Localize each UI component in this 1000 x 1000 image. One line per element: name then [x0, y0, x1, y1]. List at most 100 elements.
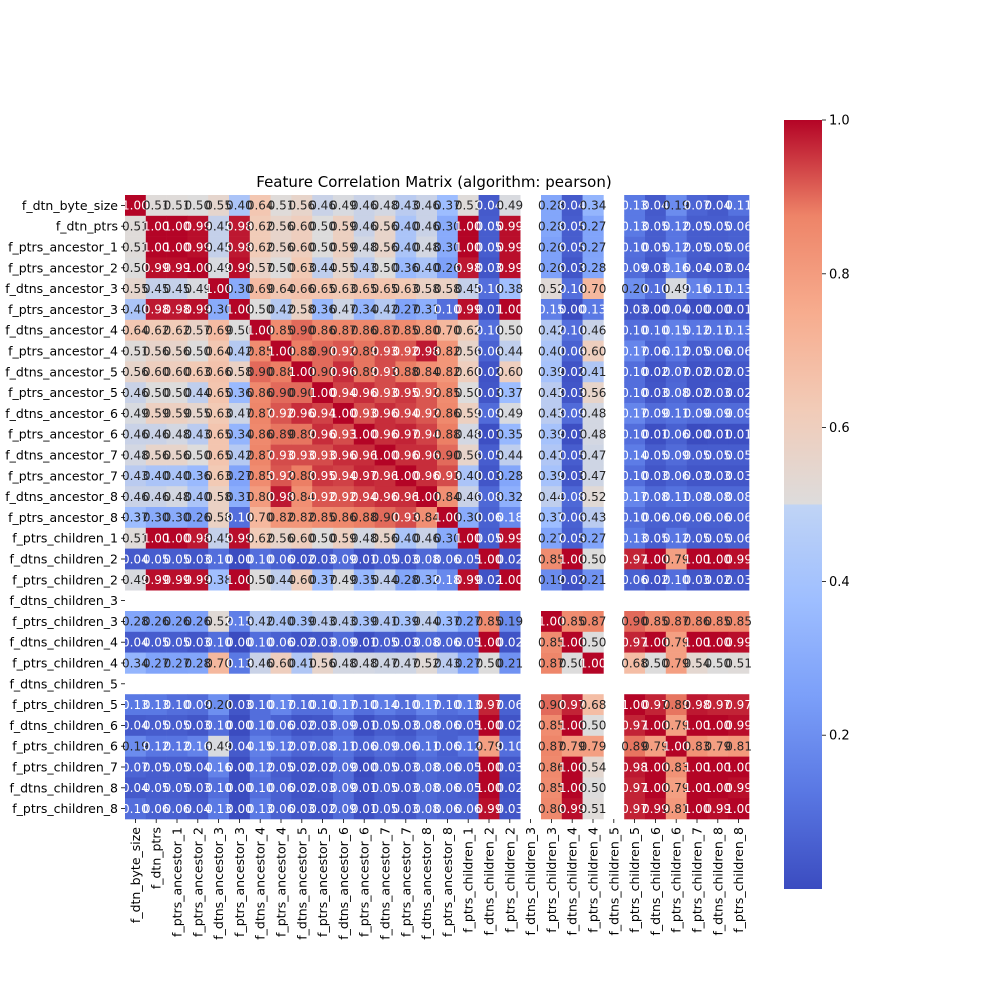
heatmap-cell — [312, 236, 334, 258]
heatmap-cell-value: 0.79 — [663, 719, 690, 733]
heatmap-cell-value: 0.64 — [247, 199, 274, 213]
heatmap-cell — [582, 236, 604, 258]
heatmap-cell — [457, 278, 479, 300]
heatmap-cell — [249, 215, 271, 237]
heatmap-cell-value: 0.47 — [392, 656, 419, 670]
heatmap-cell — [353, 382, 375, 404]
heatmap-cell — [374, 444, 396, 466]
heatmap-cell — [665, 756, 687, 778]
heatmap-cell-value: 0.27 — [455, 656, 482, 670]
heatmap-cell — [624, 299, 646, 321]
heatmap-cell — [645, 777, 667, 799]
heatmap-cell — [291, 340, 313, 362]
heatmap-cell-value: 0.99 — [184, 220, 211, 234]
heatmap-cell — [457, 403, 479, 425]
heatmap-cell — [457, 798, 479, 820]
heatmap-cell-value: 1.00 — [143, 532, 170, 546]
y-tick-label: f_dtns_ancestor_6 — [5, 406, 118, 421]
heatmap-cell — [374, 382, 396, 404]
heatmap-cell-value: 0.93 — [434, 469, 461, 483]
heatmap-cell-value: 0.09 — [330, 781, 357, 795]
heatmap-cell-value: 0.63 — [184, 365, 211, 379]
heatmap-cell — [541, 361, 563, 383]
heatmap-cell — [249, 735, 271, 757]
heatmap-cell-value: 0.98 — [413, 344, 440, 358]
heatmap-cell-value: 1.00 — [205, 282, 232, 296]
heatmap-cell — [166, 299, 188, 321]
heatmap-cell — [499, 777, 521, 799]
heatmap-cell — [707, 215, 729, 237]
heatmap-cell — [728, 382, 750, 404]
heatmap-cell — [270, 652, 292, 674]
heatmap-cell — [333, 340, 355, 362]
heatmap-cell — [541, 694, 563, 716]
heatmap-cell — [187, 340, 209, 362]
heatmap-cell-value: 0.06 — [642, 511, 669, 525]
heatmap-cell-value: 0.99 — [226, 532, 253, 546]
heatmap-cell-value: 0.10 — [621, 365, 648, 379]
heatmap-cell — [249, 777, 271, 799]
heatmap-cell-value: 0.03 — [309, 552, 336, 566]
heatmap-cell — [229, 403, 251, 425]
heatmap-cell-value: 1.00 — [143, 240, 170, 254]
heatmap-cell-value: 0.02 — [309, 760, 336, 774]
heatmap-cell-value: 0.96 — [372, 407, 399, 421]
heatmap-cell-value: 0.00 — [642, 303, 669, 317]
heatmap-cell — [353, 195, 375, 217]
heatmap-cell-value: 1.00 — [704, 781, 731, 795]
x-tick-label: f_dtns_ancestor_8 — [419, 827, 434, 940]
heatmap-cell-value: 0.48 — [330, 656, 357, 670]
heatmap-cell-value: 0.06 — [725, 511, 752, 525]
heatmap-cell — [145, 361, 167, 383]
y-tick-label: f_ptrs_ancestor_5 — [8, 385, 118, 400]
heatmap-cell-value: 0.06 — [434, 740, 461, 754]
heatmap-cell — [686, 444, 708, 466]
y-tick-label: f_dtn_byte_size — [22, 198, 118, 213]
y-tick-label: f_dtns_children_4 — [9, 635, 118, 650]
heatmap-cell-value: 0.05 — [143, 552, 170, 566]
heatmap-cell — [187, 236, 209, 258]
heatmap-cell-value: 0.56 — [288, 199, 315, 213]
heatmap-cell-value: 0.12 — [663, 344, 690, 358]
heatmap-cell-value: 0.86 — [247, 386, 274, 400]
heatmap-cell-value: 0.05 — [684, 448, 711, 462]
colorbar: 0.20.40.60.81.0 — [784, 114, 850, 889]
heatmap-cell-value: 0.05 — [704, 532, 731, 546]
heatmap-cell — [665, 465, 687, 487]
heatmap-cell-value: 0.06 — [704, 344, 731, 358]
heatmap-cell-value: 0.56 — [372, 240, 399, 254]
heatmap-cell-value: 0.34 — [580, 199, 607, 213]
heatmap-cell — [395, 798, 417, 820]
heatmap-cell — [499, 195, 521, 217]
heatmap-cell-value: 0.63 — [205, 469, 232, 483]
heatmap-cell-value: 0.83 — [663, 760, 690, 774]
heatmap-cell — [457, 527, 479, 549]
heatmap-cell-value: 0.95 — [309, 469, 336, 483]
heatmap-cell-value: 0.62 — [247, 220, 274, 234]
heatmap-cell-value: 0.30 — [226, 282, 253, 296]
heatmap-cell-value: 0.03 — [704, 469, 731, 483]
heatmap-cell-value: 0.98 — [226, 240, 253, 254]
heatmap-cell — [249, 507, 271, 529]
heatmap-cell — [312, 756, 334, 778]
heatmap-cell-value: 0.03 — [642, 261, 669, 275]
heatmap-cell-value: 0.17 — [413, 698, 440, 712]
heatmap-cell-value: 0.05 — [372, 719, 399, 733]
heatmap-cell — [374, 340, 396, 362]
heatmap-cell — [291, 507, 313, 529]
heatmap-cell — [665, 507, 687, 529]
heatmap-cell — [145, 507, 167, 529]
heatmap-cell — [582, 423, 604, 445]
x-tick-label: f_dtns_children_5 — [606, 827, 621, 936]
heatmap-cell-value: 0.06 — [704, 511, 731, 525]
heatmap-cell — [686, 631, 708, 653]
heatmap-cell — [582, 257, 604, 279]
heatmap-cell — [353, 403, 375, 425]
heatmap-cell-value: 0.46 — [413, 220, 440, 234]
heatmap-cell-value: 0.02 — [642, 365, 669, 379]
heatmap-cell-value: 0.44 — [496, 344, 523, 358]
heatmap-cell-value: 0.37 — [538, 511, 565, 525]
heatmap-cell — [561, 611, 583, 633]
heatmap-cell — [166, 735, 188, 757]
heatmap-cell-value: 0.11 — [725, 199, 752, 213]
